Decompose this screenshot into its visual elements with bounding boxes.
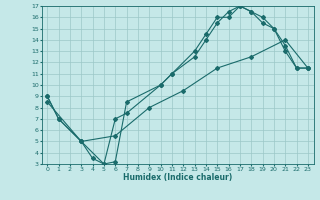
X-axis label: Humidex (Indice chaleur): Humidex (Indice chaleur) (123, 173, 232, 182)
